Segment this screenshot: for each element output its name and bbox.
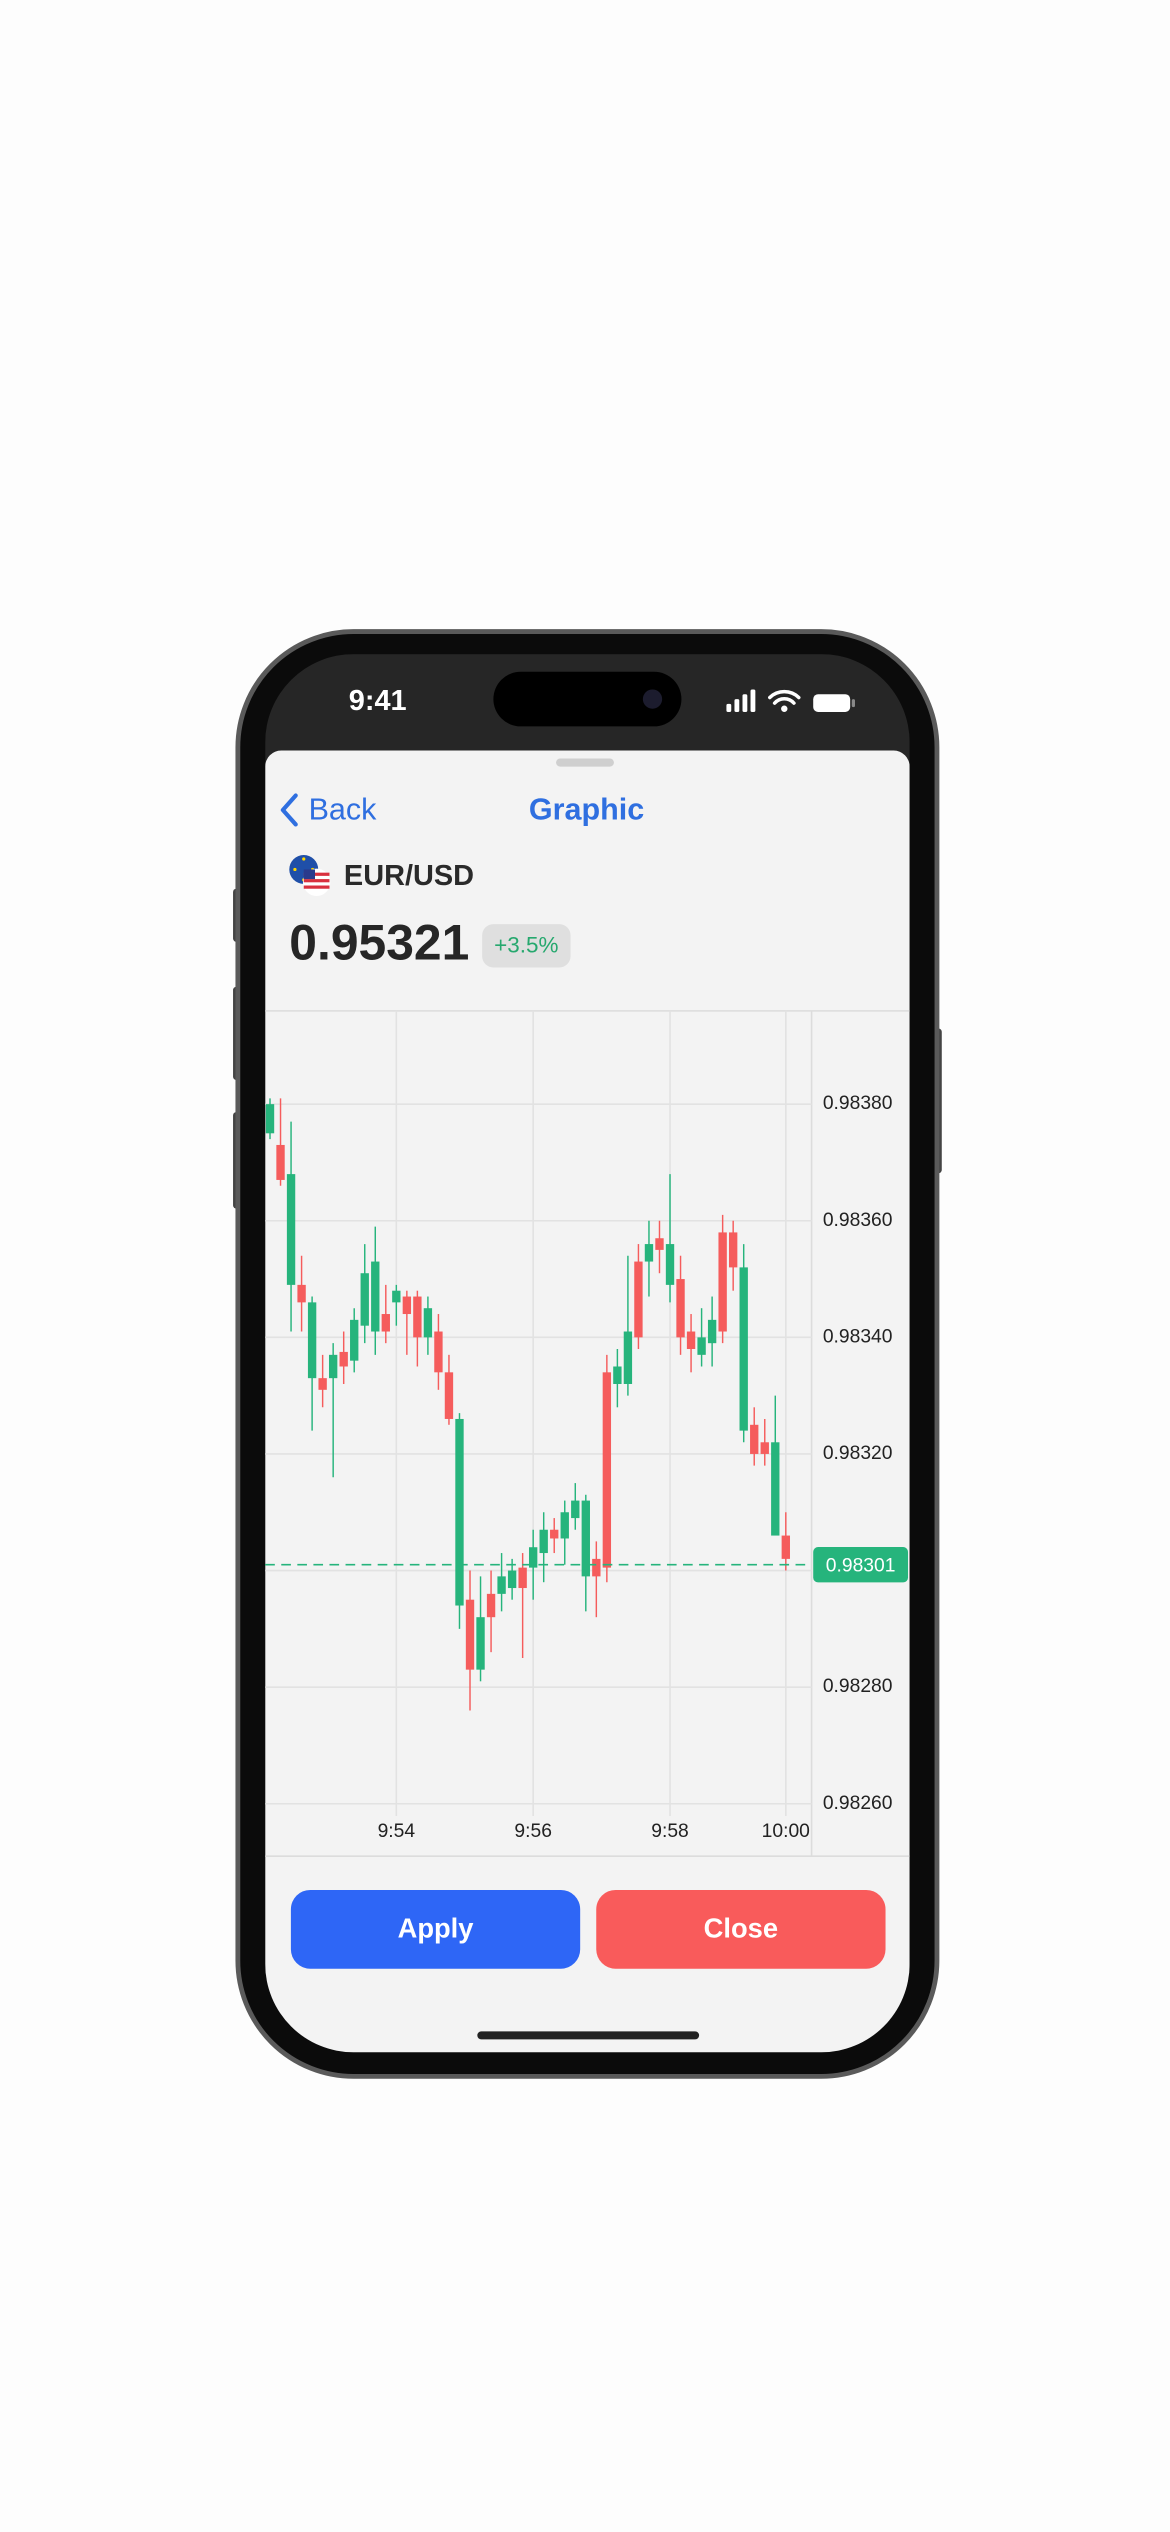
candle-body xyxy=(539,1529,548,1554)
candle-body xyxy=(634,1261,643,1338)
home-indicator xyxy=(477,2031,700,2040)
candle-body xyxy=(507,1570,517,1589)
back-label[interactable]: Back xyxy=(309,793,378,827)
price: 0.95321 xyxy=(289,915,469,971)
candle-body xyxy=(265,1104,275,1134)
candle-body xyxy=(413,1296,422,1338)
candle-body xyxy=(392,1290,401,1303)
candle-body xyxy=(697,1337,706,1355)
apply-label[interactable]: Apply xyxy=(398,1912,475,1943)
candle-body xyxy=(581,1500,590,1577)
candle-body xyxy=(444,1372,454,1419)
flag-icon xyxy=(289,854,331,896)
candle-body xyxy=(518,1567,527,1589)
candle-body xyxy=(602,1372,612,1568)
candle-body xyxy=(644,1244,654,1262)
y-tick-label: 0.98280 xyxy=(823,1676,893,1697)
candle-body xyxy=(550,1529,559,1539)
change: +3.5% xyxy=(494,933,558,958)
candle-body xyxy=(307,1302,317,1379)
last-price-label: 0.98301 xyxy=(826,1555,896,1576)
candle-body xyxy=(750,1424,759,1454)
x-tick-label: 9:56 xyxy=(514,1821,552,1842)
candle-body xyxy=(613,1366,622,1384)
candle-body xyxy=(497,1576,506,1594)
candle-body xyxy=(592,1558,601,1577)
sheet xyxy=(265,750,910,2053)
candle-body xyxy=(718,1232,727,1332)
candle-body xyxy=(707,1319,717,1344)
back-button[interactable]: Back xyxy=(280,793,378,827)
pair-name: EUR/USD xyxy=(344,860,474,892)
wifi-icon xyxy=(768,689,801,705)
status-time: 9:41 xyxy=(349,685,407,717)
change-pill xyxy=(482,924,571,968)
candle-body xyxy=(781,1535,790,1559)
y-tick-label: 0.98320 xyxy=(823,1443,893,1464)
battery-icon xyxy=(813,694,851,712)
candle-body xyxy=(528,1547,538,1568)
battery-icon xyxy=(851,699,855,708)
candle-body xyxy=(465,1599,475,1670)
candle-body xyxy=(423,1308,433,1338)
candle-body xyxy=(686,1331,696,1350)
candle-body xyxy=(402,1296,412,1315)
nav-title: Graphic xyxy=(529,793,644,827)
wifi-icon xyxy=(781,705,788,712)
candle-body xyxy=(476,1617,485,1670)
candle-body xyxy=(339,1351,348,1367)
camera xyxy=(642,689,663,709)
candle-body xyxy=(297,1284,306,1303)
candle-body xyxy=(771,1442,780,1536)
y-tick-label: 0.98380 xyxy=(823,1093,893,1114)
candle-body xyxy=(286,1174,296,1285)
x-tick-label: 9:58 xyxy=(651,1821,689,1842)
close-label[interactable]: Close xyxy=(704,1912,778,1943)
candle-body xyxy=(381,1314,390,1332)
candle-body xyxy=(728,1232,738,1268)
candle-body xyxy=(560,1512,569,1539)
screen-content xyxy=(265,654,910,2053)
y-tick-label: 0.98360 xyxy=(823,1210,893,1231)
candle-body xyxy=(571,1500,580,1519)
grabber xyxy=(556,758,614,767)
candle-body xyxy=(655,1238,664,1250)
candle-body xyxy=(350,1319,359,1361)
plot-area xyxy=(265,1098,790,1711)
back-chevron[interactable] xyxy=(280,793,298,827)
x-tick-label: 10:00 xyxy=(762,1821,810,1842)
candle-body xyxy=(455,1418,464,1606)
signal-icon xyxy=(726,689,756,712)
chart: 0.982600.982800.983000.983200.983400.983… xyxy=(265,1010,909,1842)
candle-body xyxy=(760,1442,769,1454)
dynamic-island xyxy=(493,671,682,727)
candle-body xyxy=(434,1331,443,1373)
y-tick-label: 0.98340 xyxy=(823,1326,893,1347)
x-tick-label: 9:54 xyxy=(378,1821,416,1842)
candle-body xyxy=(486,1593,496,1618)
candle-body xyxy=(665,1244,675,1285)
candle-body xyxy=(676,1279,685,1338)
apply-button[interactable] xyxy=(290,1889,581,1969)
candle-body xyxy=(318,1378,327,1390)
candle-body xyxy=(623,1331,633,1384)
candle-body xyxy=(328,1354,338,1379)
last-price-tag xyxy=(813,1547,909,1583)
candle-body xyxy=(739,1267,748,1431)
y-tick-label: 0.98260 xyxy=(823,1793,893,1814)
candle-body xyxy=(276,1144,285,1180)
candle-body xyxy=(360,1273,369,1326)
close-button[interactable] xyxy=(596,1889,886,1969)
candle-body xyxy=(371,1261,380,1332)
